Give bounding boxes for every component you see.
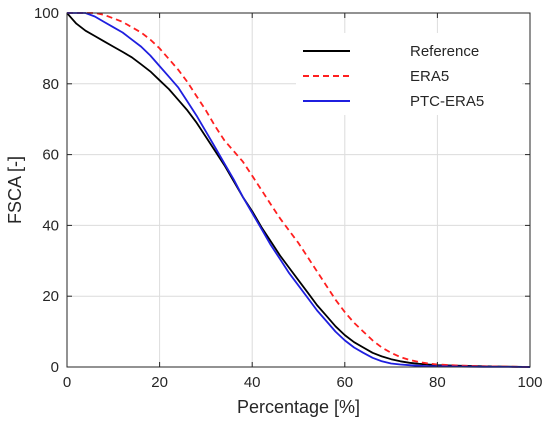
x-tick-label: 20	[151, 374, 168, 391]
x-tick-label: 40	[244, 374, 261, 391]
series-line-reference	[66, 12, 531, 368]
x-axis-label: Percentage [%]	[237, 397, 360, 417]
y-tick-label: 60	[42, 147, 59, 164]
y-tick-label: 0	[51, 359, 59, 376]
y-tick-label: 40	[42, 217, 59, 234]
legend-label-ptc-era5: PTC-ERA5	[410, 93, 484, 110]
legend: Reference ERA5 PTC-ERA5	[296, 33, 522, 115]
legend-box	[296, 33, 522, 115]
y-axis-label: FSCA [-]	[5, 156, 25, 224]
x-tick-label: 80	[429, 374, 446, 391]
axis-ticks: 0 20 40 60 80 100 0 20 40 60 80 100	[34, 5, 543, 391]
plot-frame	[66, 12, 531, 368]
series-line-era5	[67, 12, 531, 368]
y-tick-label: 100	[34, 5, 59, 22]
x-tick-label: 100	[517, 374, 542, 391]
series-lines	[66, 12, 531, 368]
legend-label-reference: Reference	[410, 43, 479, 60]
y-tick-label: 80	[42, 76, 59, 93]
legend-label-era5: ERA5	[410, 68, 449, 85]
y-tick-label: 20	[42, 288, 59, 305]
x-tick-label: 0	[63, 374, 71, 391]
series-line-ptc-era5	[67, 12, 531, 368]
x-tick-label: 60	[336, 374, 353, 391]
